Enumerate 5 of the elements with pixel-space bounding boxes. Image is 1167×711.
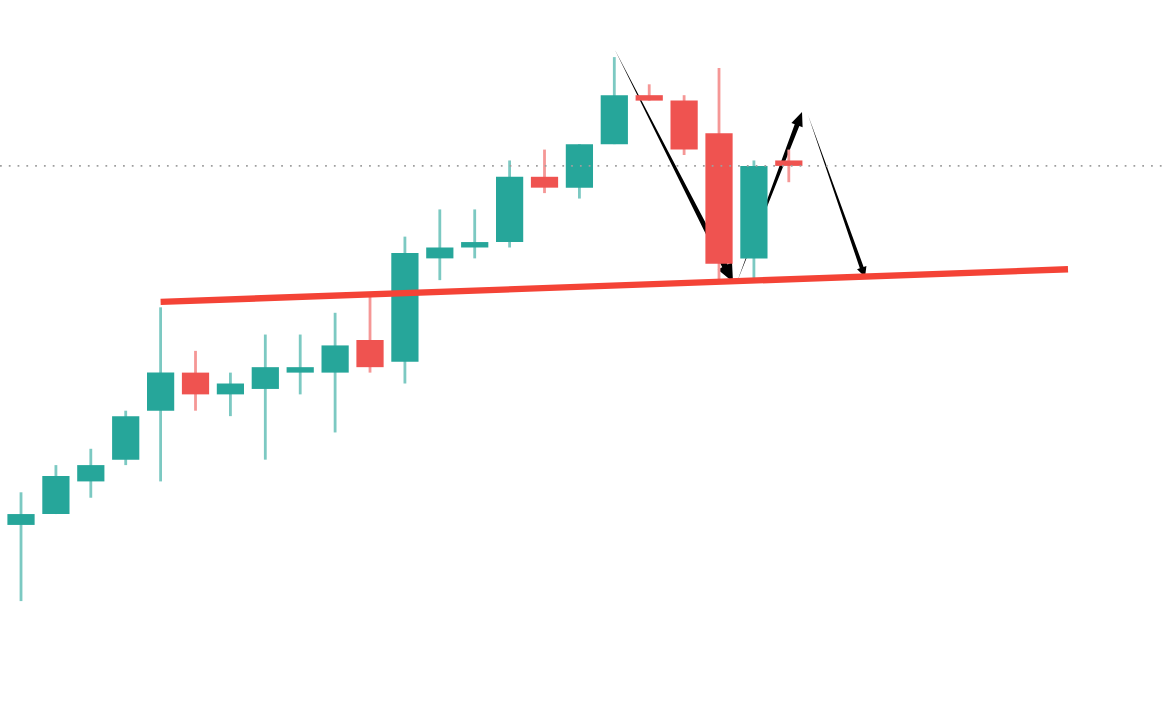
candlestick [286, 333, 314, 396]
candlestick [775, 148, 803, 184]
candlestick [461, 208, 489, 260]
candlestick [7, 490, 35, 603]
candlestick [426, 208, 454, 282]
